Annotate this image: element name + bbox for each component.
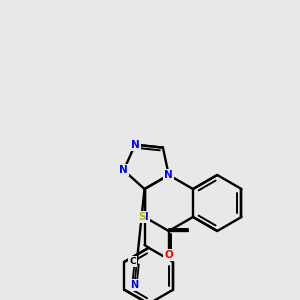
Text: N: N — [164, 170, 173, 180]
Text: N: N — [119, 165, 128, 175]
Text: O: O — [164, 250, 173, 260]
Text: S: S — [138, 212, 145, 222]
Text: N: N — [140, 212, 149, 222]
Text: N: N — [131, 140, 140, 150]
Text: C: C — [129, 257, 136, 266]
Text: N: N — [130, 280, 139, 290]
